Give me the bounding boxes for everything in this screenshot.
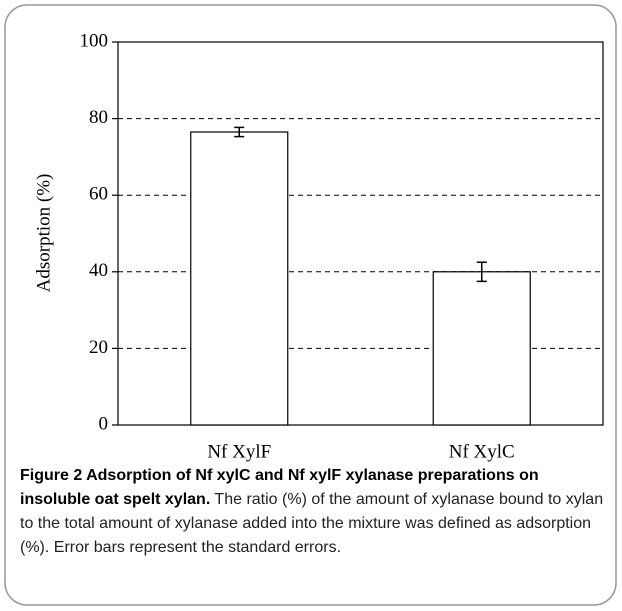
y-tick-label: 0 xyxy=(99,413,109,434)
caption-text: The ratio (%) of the amount of xylanase … xyxy=(20,491,604,556)
error-bar xyxy=(234,126,245,138)
y-tick-label: 60 xyxy=(89,184,108,205)
x-tick-label: Nf XylF xyxy=(207,441,271,462)
y-tick-label: 20 xyxy=(89,337,108,358)
bar xyxy=(432,271,531,426)
plot-frame xyxy=(117,41,604,426)
caption: Figure 2 Adsorption of Nf xylC and Nf xy… xyxy=(20,464,612,560)
y-tick-label: 40 xyxy=(89,260,108,281)
y-tick-label: 80 xyxy=(89,107,108,128)
error-bar xyxy=(476,261,487,283)
frame xyxy=(4,4,617,606)
x-tick-label: Nf XylC xyxy=(449,441,515,462)
caption-title: Figure 2 Adsorption of Nf xylC and Nf xy… xyxy=(20,467,539,508)
y-tick-label: 100 xyxy=(80,30,109,51)
bar xyxy=(190,131,289,426)
y-axis-label: Adsorption (%) xyxy=(33,174,54,293)
